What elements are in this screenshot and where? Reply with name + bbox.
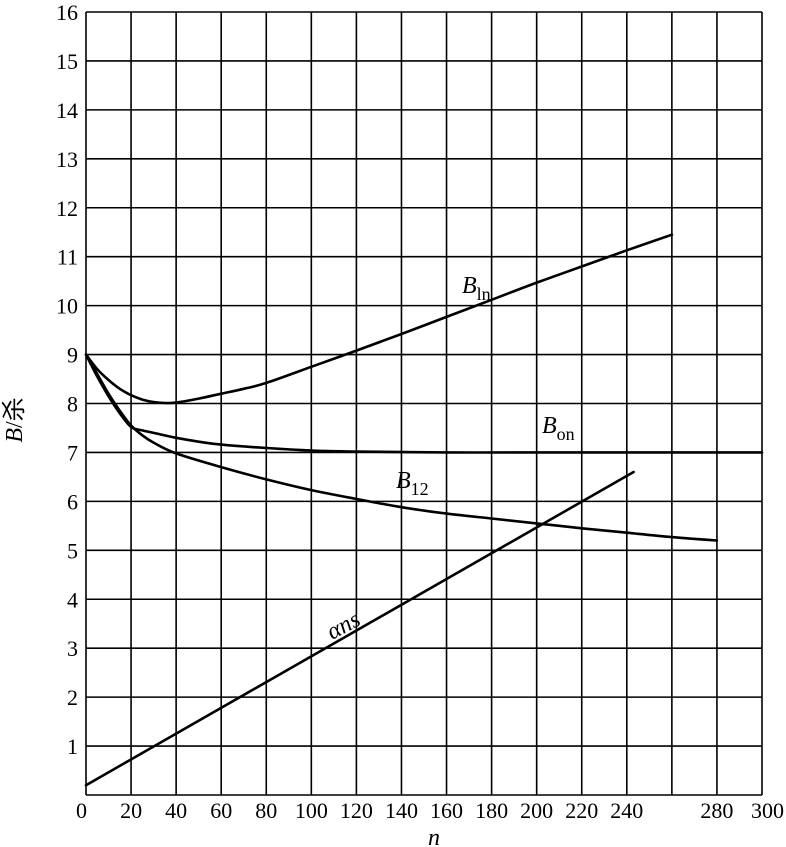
y-axis-title-unit: /杀: [1, 397, 28, 428]
series-lines: [84, 233, 764, 787]
x-tick-labels: 0 20 40 60 80 100 120 140 160 180 200 220 240 280 300: [76, 798, 784, 823]
x-tick-label: 100: [295, 798, 328, 823]
series-label-bln: Bln: [462, 273, 491, 304]
x-tick-label: 240: [610, 798, 643, 823]
series-line-1: [84, 353, 764, 454]
series-label-bon: Bon: [542, 413, 575, 444]
x-axis-title: n: [428, 825, 440, 847]
series-line-2: [84, 353, 719, 542]
y-tick-label: 11: [57, 245, 78, 270]
y-tick-label: 15: [56, 49, 78, 74]
y-tick-label: 4: [67, 587, 78, 612]
y-axis-title-symbol: B: [2, 428, 28, 443]
x-tick-label: 180: [475, 798, 508, 823]
x-tick-label: 40: [165, 798, 187, 823]
y-tick-label: 13: [56, 147, 78, 172]
x-tick-label: 280: [700, 798, 733, 823]
x-tick-label: 300: [751, 798, 784, 823]
x-tick-label: 120: [340, 798, 373, 823]
x-tick-label: 0: [76, 798, 87, 823]
y-tick-label: 6: [67, 489, 78, 514]
series-line-3: [84, 470, 635, 787]
y-tick-label: 14: [56, 98, 78, 123]
y-tick-label: 9: [67, 343, 78, 368]
x-tick-label: 220: [565, 798, 598, 823]
x-tick-label: 140: [385, 798, 418, 823]
series-label-alpha-ns: αns: [323, 606, 365, 645]
x-tick-label: 160: [430, 798, 463, 823]
y-tick-label: 5: [67, 538, 78, 563]
y-tick-label: 12: [56, 196, 78, 221]
grid: [85, 11, 763, 796]
series-label-b12: B12: [396, 468, 429, 499]
y-tick-label: 8: [67, 392, 78, 417]
x-tick-label: 60: [210, 798, 232, 823]
y-tick-label: 16: [56, 0, 78, 25]
series-line-0: [84, 233, 674, 405]
y-tick-label: 7: [67, 440, 78, 465]
y-axis-title: B/杀: [1, 397, 28, 442]
y-tick-label: 10: [56, 294, 78, 319]
y-tick-label: 3: [67, 636, 78, 661]
x-tick-label: 80: [255, 798, 277, 823]
y-tick-label: 2: [67, 685, 78, 710]
x-tick-label: 200: [520, 798, 553, 823]
x-tick-label: 20: [120, 798, 142, 823]
y-tick-label: 1: [67, 734, 78, 759]
